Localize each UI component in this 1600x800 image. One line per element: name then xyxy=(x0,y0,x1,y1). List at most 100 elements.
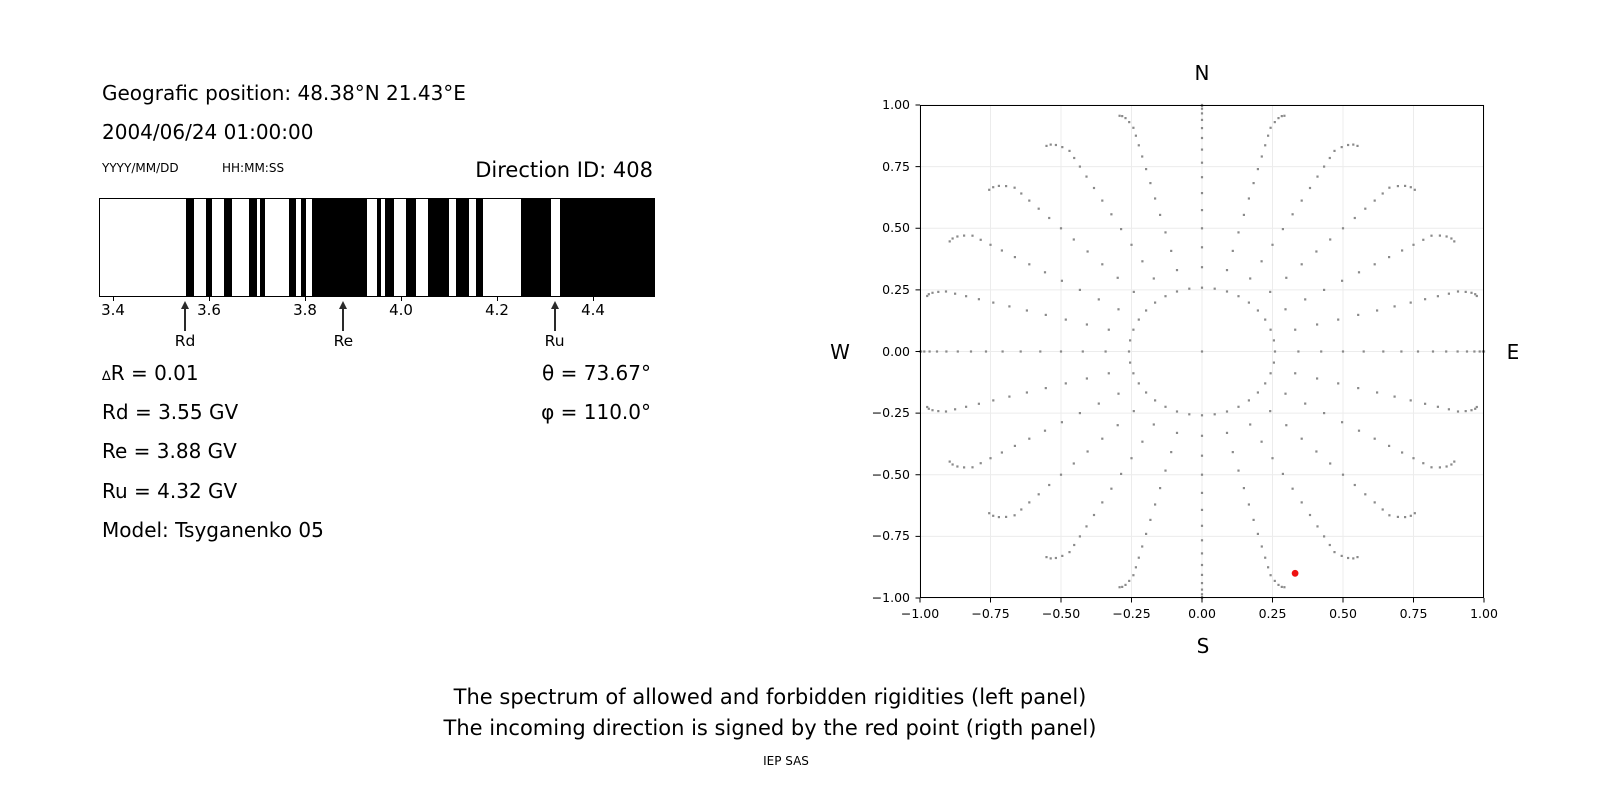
direction-grid-dot xyxy=(954,292,957,295)
caption-line-2: The incoming direction is signed by the … xyxy=(443,716,1097,740)
direction-grid-dot xyxy=(1128,579,1131,582)
direction-grid-dot xyxy=(1388,514,1391,517)
direction-grid-dot xyxy=(1200,246,1204,249)
direction-grid-dot xyxy=(1267,566,1270,569)
direction-grid-dot xyxy=(1000,451,1003,454)
y-tick-label: 0.00 xyxy=(882,343,910,359)
direction-grid-dot xyxy=(1188,287,1191,290)
direction-grid-dot xyxy=(1264,382,1267,385)
direction-grid-dot xyxy=(1247,197,1250,200)
direction-grid-dot xyxy=(1175,410,1179,413)
time-format-hint: HH:MM:SS xyxy=(222,161,285,175)
direction-grid-dot xyxy=(1308,186,1312,190)
direction-grid-dot xyxy=(1025,391,1028,394)
direction-grid-dot xyxy=(1341,421,1344,424)
direction-grid-dot xyxy=(1470,409,1473,412)
direction-grid-dot xyxy=(1465,350,1469,353)
direction-grid-dot xyxy=(1107,372,1110,375)
direction-grid-dot xyxy=(1097,402,1100,405)
direction-grid-dot xyxy=(963,466,966,469)
rigidity-spectrum-panel xyxy=(99,198,655,297)
direction-grid-dot xyxy=(1272,361,1275,364)
direction-grid-dot xyxy=(1271,457,1274,460)
direction-grid-dot xyxy=(1260,155,1263,158)
direction-grid-dot xyxy=(989,243,992,246)
marker-label-re: Re xyxy=(333,332,354,350)
direction-grid-dot xyxy=(1474,407,1477,410)
caption-line-1: The spectrum of allowed and forbidden ri… xyxy=(453,685,1087,709)
y-tick-label: −1.00 xyxy=(871,590,910,605)
direction-grid-dot xyxy=(1260,260,1263,263)
arrow-shaft xyxy=(553,309,556,331)
forbidden-band xyxy=(475,199,483,296)
direction-grid-dot xyxy=(1045,144,1048,147)
direction-grid-dot xyxy=(1127,350,1131,353)
forbidden-band xyxy=(376,199,381,296)
direction-grid-dot xyxy=(1337,318,1340,321)
direction-grid-dot xyxy=(1320,350,1323,353)
direction-grid-dot xyxy=(1132,328,1135,331)
direction-grid-dot xyxy=(1001,350,1004,353)
direction-grid-dot xyxy=(1357,429,1361,432)
direction-grid-dot xyxy=(1200,127,1204,130)
rd-text: Rd = 3.55 GV xyxy=(102,400,239,424)
direction-grid-dot xyxy=(1300,437,1303,440)
direction-grid-dot xyxy=(1132,410,1135,413)
direction-grid-dot xyxy=(1285,424,1288,427)
direction-grid-dot xyxy=(992,514,995,517)
direction-grid-dot xyxy=(1271,243,1274,246)
direction-grid-dot xyxy=(1048,483,1051,487)
direction-grid-dot xyxy=(1445,235,1448,238)
direction-grid-dot xyxy=(1061,554,1064,557)
direction-grid-dot xyxy=(1164,405,1167,408)
direction-grid-dot xyxy=(1037,207,1040,210)
forbidden-band xyxy=(248,199,258,296)
direction-grid-dot xyxy=(1249,423,1252,426)
re-text: Re = 3.88 GV xyxy=(102,439,237,463)
direction-grid-dot xyxy=(1373,199,1376,202)
direction-grid-dot xyxy=(1073,156,1076,160)
direction-grid-dot xyxy=(1436,295,1439,298)
direction-sky-map-plot-area xyxy=(915,103,1486,603)
direction-grid-dot xyxy=(1364,493,1367,496)
direction-grid-dot xyxy=(1200,552,1204,555)
direction-grid-dot xyxy=(1200,161,1204,164)
direction-grid-dot xyxy=(1453,240,1456,243)
x-tick-label: 3.6 xyxy=(197,301,221,319)
arrow-shaft xyxy=(184,309,186,331)
x-tick-label: 0.75 xyxy=(1399,606,1428,621)
direction-grid-dot xyxy=(1225,269,1229,272)
direction-grid-dot xyxy=(1256,309,1259,312)
direction-grid-dot xyxy=(965,405,968,408)
direction-grid-dot xyxy=(1164,231,1167,234)
direction-grid-dot xyxy=(1064,382,1067,385)
direction-grid-dot xyxy=(1436,405,1439,408)
direction-grid-dot xyxy=(1474,293,1477,296)
direction-grid-dot xyxy=(1362,350,1365,353)
direction-grid-dot xyxy=(965,295,968,298)
direction-grid-dot xyxy=(1424,402,1427,405)
direction-grid-dot xyxy=(1200,209,1204,212)
direction-grid-dot xyxy=(1175,290,1179,293)
x-tick-label: 0.50 xyxy=(1329,606,1357,621)
direction-grid-dot xyxy=(1277,117,1280,120)
direction-grid-dot xyxy=(956,465,959,468)
direction-grid-dot xyxy=(1308,513,1312,517)
direction-grid-dot xyxy=(1013,256,1016,259)
direction-grid-dot xyxy=(997,184,1000,187)
y-tick-label: 0.50 xyxy=(882,220,910,236)
direction-grid-dot xyxy=(1175,431,1179,434)
datetime-text: 2004/06/24 01:00:00 xyxy=(102,120,314,144)
direction-grid-dot xyxy=(1269,372,1272,375)
geographic-position-text: Geografic position: 48.38°N 21.43°E xyxy=(102,81,466,105)
direction-grid-dot xyxy=(1200,176,1204,179)
direction-grid-dot xyxy=(1316,323,1319,326)
direction-grid-dot xyxy=(1005,515,1008,518)
direction-grid-dot xyxy=(944,290,948,293)
direction-grid-dot xyxy=(1132,126,1135,129)
direction-grid-dot xyxy=(1039,350,1042,353)
direction-grid-dot xyxy=(1129,339,1132,342)
x-tick-label: 0.00 xyxy=(1188,606,1216,621)
direction-grid-dot xyxy=(1424,298,1427,301)
direction-grid-dot xyxy=(979,462,982,465)
